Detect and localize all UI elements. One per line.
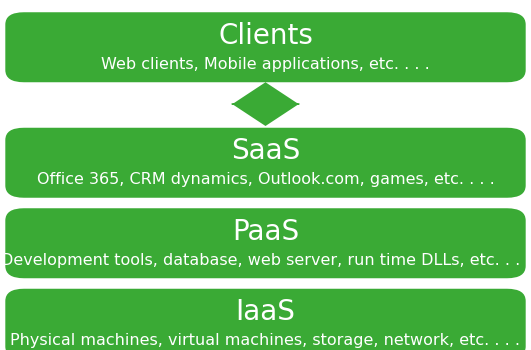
Text: SaaS: SaaS <box>231 137 300 165</box>
FancyBboxPatch shape <box>5 208 526 278</box>
Text: PaaS: PaaS <box>232 218 299 246</box>
Text: Office 365, CRM dynamics, Outlook.com, games, etc. . . .: Office 365, CRM dynamics, Outlook.com, g… <box>37 172 494 187</box>
FancyBboxPatch shape <box>5 289 526 350</box>
FancyBboxPatch shape <box>5 128 526 198</box>
Polygon shape <box>231 82 300 126</box>
Text: IaaS: IaaS <box>236 298 295 326</box>
Text: Development tools, database, web server, run time DLLs, etc. . . .: Development tools, database, web server,… <box>1 253 530 267</box>
Text: Physical machines, virtual machines, storage, network, etc. . . .: Physical machines, virtual machines, sto… <box>11 333 520 348</box>
Text: Web clients, Mobile applications, etc. . . .: Web clients, Mobile applications, etc. .… <box>101 57 430 71</box>
Text: Clients: Clients <box>218 22 313 50</box>
FancyBboxPatch shape <box>5 12 526 82</box>
